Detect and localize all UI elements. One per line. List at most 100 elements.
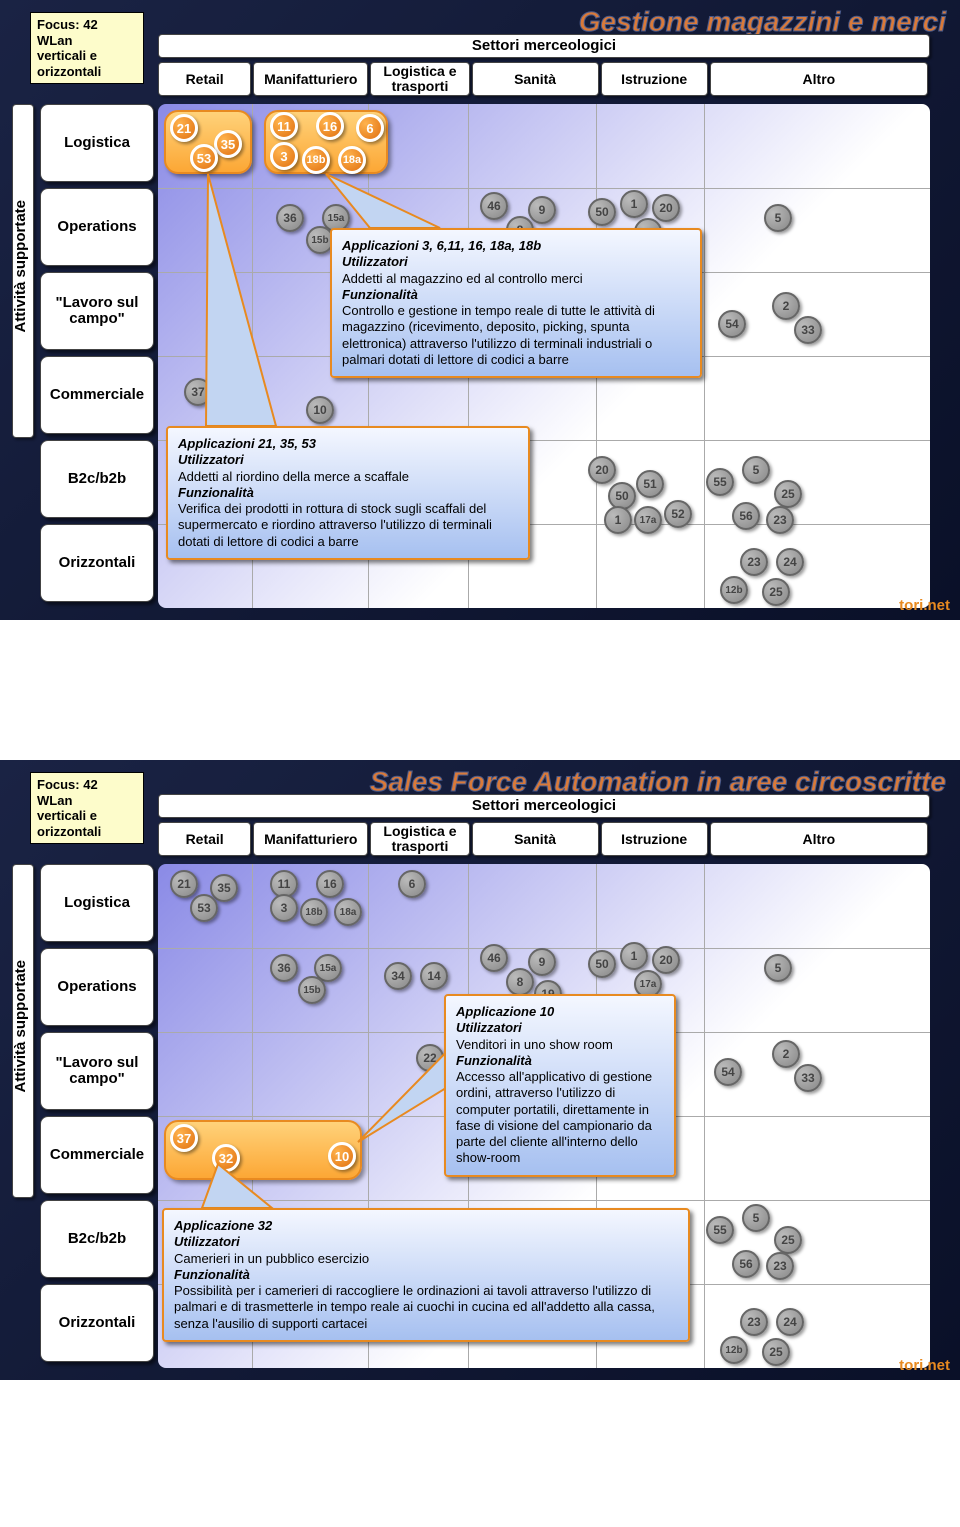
callout-func: Accesso all'applicativo di gestione ordi… — [456, 1069, 664, 1167]
grid-line — [704, 104, 705, 608]
data-bubble: 23 — [766, 506, 794, 534]
callout-sub: Funzionalità — [174, 1267, 678, 1283]
data-bubble: 50 — [588, 950, 616, 978]
data-bubble: 3 — [270, 894, 298, 922]
data-bubble-highlighted: 37 — [170, 1124, 198, 1152]
row-head: Operations — [40, 948, 154, 1026]
callout: Applicazioni 3, 6,11, 16, 18a, 18bUtiliz… — [330, 228, 702, 378]
data-bubble-highlighted: 32 — [212, 1144, 240, 1172]
data-bubble: 46 — [480, 192, 508, 220]
data-bubble: 55 — [706, 468, 734, 496]
data-bubble: 23 — [740, 548, 768, 576]
col-head: Sanità — [472, 822, 599, 856]
data-bubble: 12b — [720, 1336, 748, 1364]
callout-sub: Utilizzatori — [456, 1020, 664, 1036]
data-bubble: 9 — [528, 948, 556, 976]
callout-sub: Utilizzatori — [178, 452, 518, 468]
data-bubble: 33 — [794, 1064, 822, 1092]
callout: Applicazioni 21, 35, 53UtilizzatoriAddet… — [166, 426, 530, 560]
data-bubble: 56 — [732, 1250, 760, 1278]
data-bubble: 20 — [588, 456, 616, 484]
data-bubble: 5 — [742, 456, 770, 484]
data-bubble: 24 — [776, 1308, 804, 1336]
callout-sub: Funzionalità — [456, 1053, 664, 1069]
data-bubble: 25 — [762, 1338, 790, 1366]
vert-label: Attività supportate — [12, 200, 29, 333]
data-bubble: 56 — [732, 502, 760, 530]
row-head: "Lavoro sul campo" — [40, 272, 154, 350]
slide-slide1: Gestione magazzini e merciFocus: 42 WLan… — [0, 0, 960, 620]
row-head: Commerciale — [40, 1116, 154, 1194]
focus-box: Focus: 42 WLan verticali e orizzontali — [30, 772, 144, 844]
data-bubble-highlighted: 18a — [338, 146, 366, 174]
grid-line — [704, 864, 705, 1368]
callout-sub: Funzionalità — [342, 287, 690, 303]
callout-apps: Applicazioni 3, 6,11, 16, 18a, 18b — [342, 238, 690, 254]
data-bubble: 2 — [772, 292, 800, 320]
data-bubble-highlighted: 18b — [302, 146, 330, 174]
data-bubble: 37 — [184, 378, 212, 406]
data-bubble: 21 — [170, 870, 198, 898]
col-head: Altro — [710, 62, 928, 96]
data-bubble: 23 — [740, 1308, 768, 1336]
callout-sub: Utilizzatori — [174, 1234, 678, 1250]
data-bubble: 1 — [620, 942, 648, 970]
data-bubble: 51 — [636, 470, 664, 498]
sectors-header: Settori merceologici — [158, 34, 930, 58]
data-bubble: 1 — [620, 190, 648, 218]
col-head: Altro — [710, 822, 928, 856]
grid-body: 3615a15b46985012017a52543337321020505111… — [158, 104, 930, 608]
row-head: Operations — [40, 188, 154, 266]
data-bubble: 55 — [706, 1216, 734, 1244]
data-bubble: 25 — [762, 578, 790, 606]
callout-apps: Applicazione 32 — [174, 1218, 678, 1234]
data-bubble: 25 — [774, 480, 802, 508]
data-bubble-highlighted: 16 — [316, 112, 344, 140]
row-head: "Lavoro sul campo" — [40, 1032, 154, 1110]
footer-brand: tori.net — [899, 597, 950, 614]
focus-box: Focus: 42 WLan verticali e orizzontali — [30, 12, 144, 84]
data-bubble: 5 — [742, 1204, 770, 1232]
data-bubble: 20 — [652, 194, 680, 222]
data-bubble-highlighted: 10 — [328, 1142, 356, 1170]
data-bubble: 17a — [634, 506, 662, 534]
data-bubble: 50 — [588, 198, 616, 226]
data-bubble: 15b — [298, 976, 326, 1004]
grid-line — [158, 1200, 930, 1201]
column-headers: RetailManifatturieroLogistica e trasport… — [158, 62, 930, 96]
row-head: B2c/b2b — [40, 440, 154, 518]
data-bubble: 8 — [506, 968, 534, 996]
row-headers: LogisticaOperations"Lavoro sul campo"Com… — [40, 864, 154, 1368]
footer-brand: tori.net — [899, 1357, 950, 1374]
row-head: Logistica — [40, 104, 154, 182]
callout: Applicazione 10UtilizzatoriVenditori in … — [444, 994, 676, 1177]
data-bubble: 22 — [416, 1044, 444, 1072]
data-bubble: 9 — [528, 196, 556, 224]
row-head: B2c/b2b — [40, 1200, 154, 1278]
data-bubble-highlighted: 11 — [270, 112, 298, 140]
data-bubble: 10 — [306, 396, 334, 424]
callout-users: Camerieri in un pubblico esercizio — [174, 1251, 678, 1267]
slide-slide2: Sales Force Automation in aree circoscri… — [0, 760, 960, 1380]
callout-sub: Funzionalità — [178, 485, 518, 501]
row-head: Commerciale — [40, 356, 154, 434]
col-head: Logistica e trasporti — [370, 822, 469, 856]
sectors-header: Settori merceologici — [158, 794, 930, 818]
data-bubble-highlighted: 35 — [214, 130, 242, 158]
grid-line — [158, 188, 930, 189]
data-bubble-highlighted: 21 — [170, 114, 198, 142]
data-bubble: 5 — [764, 204, 792, 232]
data-bubble: 2 — [772, 1040, 800, 1068]
data-bubble: 36 — [276, 204, 304, 232]
callout-apps: Applicazione 10 — [456, 1004, 664, 1020]
data-bubble: 12b — [720, 576, 748, 604]
data-bubble: 18a — [334, 898, 362, 926]
callout-func: Possibilità per i camerieri di raccoglie… — [174, 1283, 678, 1332]
data-bubble: 46 — [480, 944, 508, 972]
data-bubble: 54 — [718, 310, 746, 338]
column-headers: RetailManifatturieroLogistica e trasport… — [158, 822, 930, 856]
col-head: Istruzione — [601, 822, 708, 856]
grid-body: 21355311166318b18a3615a15b34144698195012… — [158, 864, 930, 1368]
callout: Applicazione 32UtilizzatoriCamerieri in … — [162, 1208, 690, 1342]
data-bubble: 1 — [604, 506, 632, 534]
